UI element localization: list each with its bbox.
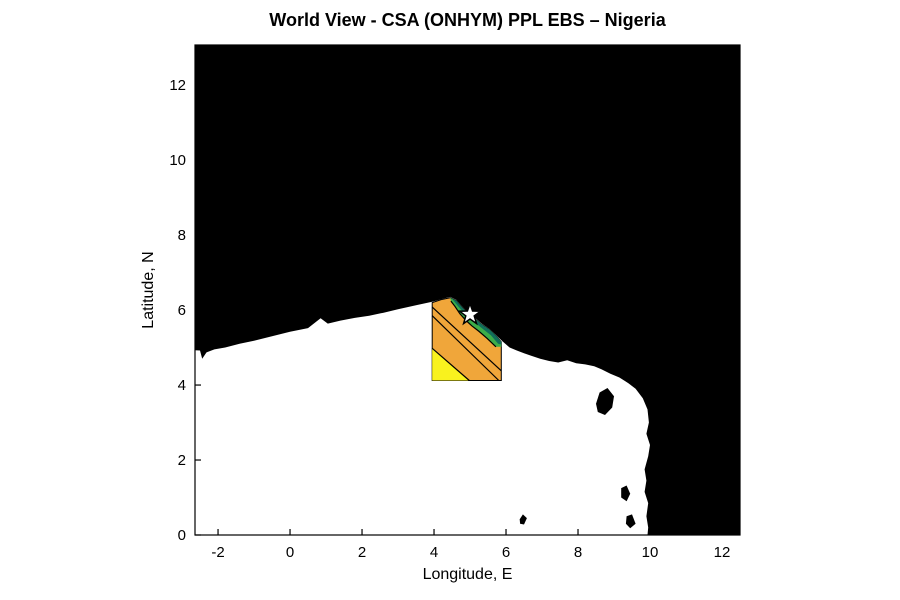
y-tick-label: 10 <box>169 152 186 169</box>
contour-line <box>431 347 470 381</box>
island <box>519 514 527 525</box>
y-tick-label: 4 <box>178 377 186 394</box>
x-tick-label: 2 <box>358 544 366 561</box>
contour-line <box>431 315 500 381</box>
island <box>621 485 631 502</box>
contour-line <box>431 306 502 372</box>
y-tick-label: 0 <box>178 527 186 544</box>
x-tick-label: 0 <box>286 544 294 561</box>
x-tick-label: 8 <box>574 544 582 561</box>
plot-title: World View - CSA (ONHYM) PPL EBS – Niger… <box>269 10 666 30</box>
map-layers <box>195 45 740 535</box>
x-tick-label: 12 <box>714 544 731 561</box>
y-axis-label: Latitude, N <box>140 251 157 329</box>
y-tick-label: 6 <box>178 302 186 319</box>
y-tick-label: 12 <box>169 77 186 94</box>
x-tick-label: 4 <box>430 544 438 561</box>
location-star-marker <box>457 301 483 326</box>
contour-line <box>450 300 497 348</box>
x-tick-label: 6 <box>502 544 510 561</box>
land-mass <box>195 45 740 535</box>
island <box>625 514 636 529</box>
plot-border <box>194 44 741 536</box>
y-tick-label: 8 <box>178 227 186 244</box>
x-tick-label: -2 <box>211 544 224 561</box>
x-tick-label: 10 <box>642 544 659 561</box>
y-tick-label: 2 <box>178 452 186 469</box>
x-axis-label: Longitude, E <box>422 566 513 583</box>
island <box>596 388 614 415</box>
